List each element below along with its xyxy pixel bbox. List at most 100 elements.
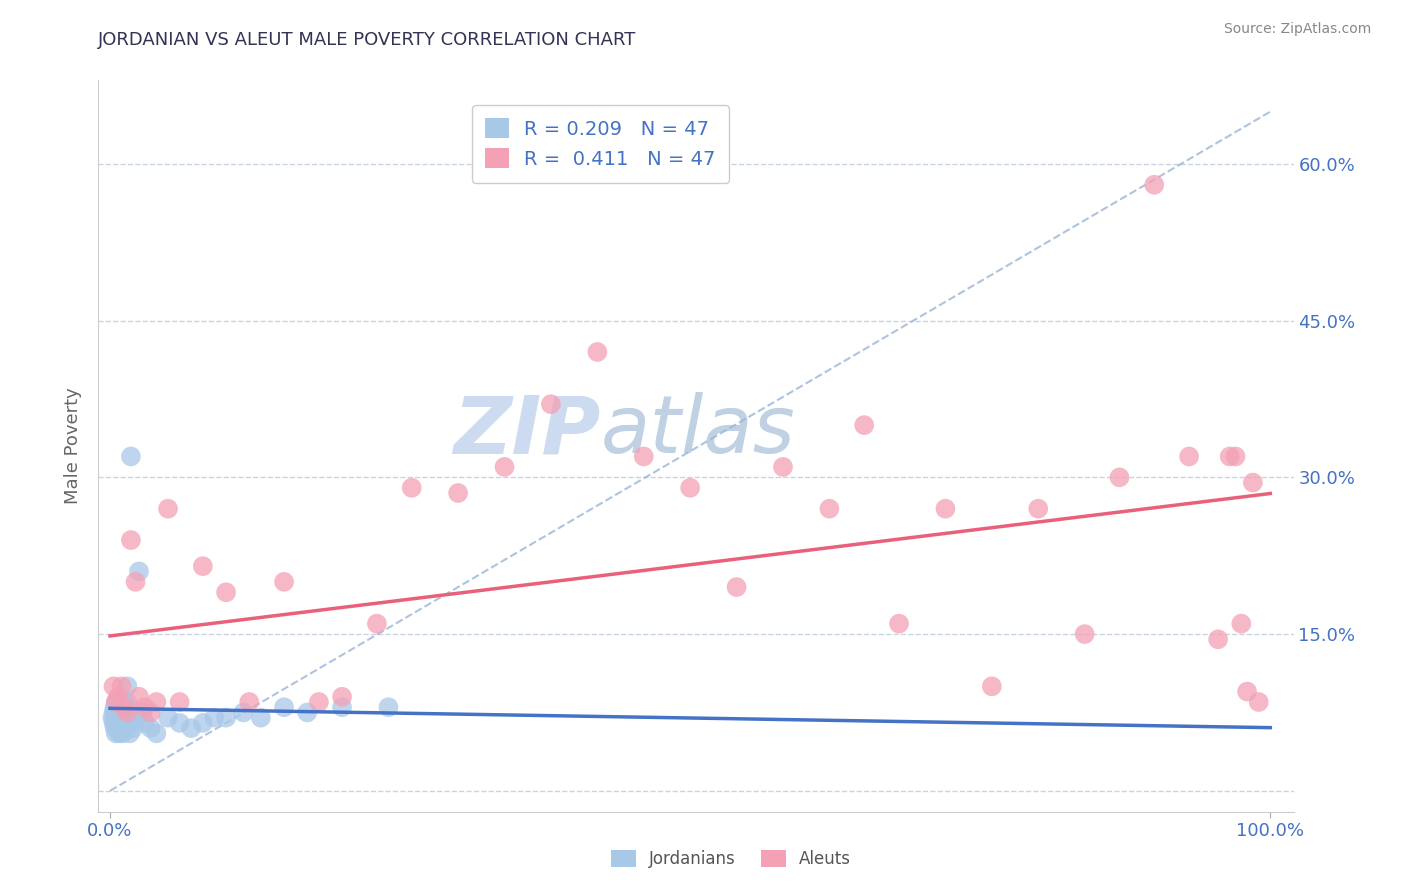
Point xyxy=(111,700,134,714)
Point xyxy=(853,418,876,433)
Point xyxy=(157,711,180,725)
Point xyxy=(772,459,794,474)
Point xyxy=(134,700,156,714)
Point xyxy=(1206,632,1229,647)
Point xyxy=(679,481,702,495)
Point xyxy=(128,565,150,579)
Point xyxy=(103,715,125,730)
Point xyxy=(112,700,135,714)
Point xyxy=(1225,450,1247,464)
Point xyxy=(887,616,910,631)
Point xyxy=(105,715,128,730)
Point xyxy=(104,700,127,714)
Point xyxy=(586,345,609,359)
Point xyxy=(122,721,145,735)
Point xyxy=(180,721,202,735)
Point xyxy=(204,711,226,725)
Point xyxy=(145,695,167,709)
Point xyxy=(107,690,129,704)
Point xyxy=(273,700,295,714)
Point xyxy=(540,397,562,411)
Point xyxy=(134,715,156,730)
Point xyxy=(114,721,136,735)
Point xyxy=(117,679,139,693)
Text: ZIP: ZIP xyxy=(453,392,600,470)
Point xyxy=(104,695,127,709)
Point xyxy=(115,700,138,714)
Point xyxy=(447,486,470,500)
Point xyxy=(297,706,319,720)
Point xyxy=(110,715,132,730)
Point xyxy=(1108,470,1130,484)
Point xyxy=(104,726,127,740)
Point xyxy=(120,533,142,547)
Point xyxy=(111,695,134,709)
Legend: Jordanians, Aleuts: Jordanians, Aleuts xyxy=(605,843,858,875)
Point xyxy=(112,715,135,730)
Point xyxy=(725,580,748,594)
Point xyxy=(103,706,125,720)
Point xyxy=(107,721,129,735)
Point xyxy=(110,706,132,720)
Point xyxy=(1247,695,1270,709)
Point xyxy=(139,706,162,720)
Point xyxy=(124,711,146,725)
Text: atlas: atlas xyxy=(600,392,796,470)
Point xyxy=(1236,684,1258,698)
Point xyxy=(377,700,399,714)
Point xyxy=(238,695,260,709)
Point xyxy=(1073,627,1095,641)
Point xyxy=(934,501,956,516)
Point xyxy=(330,690,353,704)
Point xyxy=(215,585,238,599)
Point xyxy=(980,679,1002,693)
Point xyxy=(191,715,214,730)
Point xyxy=(120,450,142,464)
Point xyxy=(108,711,131,725)
Point xyxy=(105,706,128,720)
Point xyxy=(104,695,127,709)
Point xyxy=(232,706,254,720)
Point xyxy=(107,700,129,714)
Point xyxy=(139,721,162,735)
Point xyxy=(1026,501,1049,516)
Point xyxy=(117,706,139,720)
Point xyxy=(191,559,214,574)
Point xyxy=(118,726,141,740)
Point xyxy=(401,481,423,495)
Point xyxy=(128,690,150,704)
Point xyxy=(494,459,516,474)
Point xyxy=(111,726,134,740)
Point xyxy=(308,695,330,709)
Point xyxy=(1178,450,1201,464)
Point xyxy=(104,721,127,735)
Point xyxy=(112,706,135,720)
Point xyxy=(215,711,238,725)
Point xyxy=(273,574,295,589)
Y-axis label: Male Poverty: Male Poverty xyxy=(65,388,83,504)
Point xyxy=(1230,616,1253,631)
Point xyxy=(111,721,134,735)
Text: JORDANIAN VS ALEUT MALE POVERTY CORRELATION CHART: JORDANIAN VS ALEUT MALE POVERTY CORRELAT… xyxy=(98,31,637,49)
Point xyxy=(1143,178,1166,192)
Point xyxy=(131,706,153,720)
Point xyxy=(1219,450,1241,464)
Point xyxy=(124,574,146,589)
Text: Source: ZipAtlas.com: Source: ZipAtlas.com xyxy=(1223,22,1371,37)
Point xyxy=(818,501,841,516)
Point xyxy=(145,726,167,740)
Point xyxy=(103,679,125,693)
Point xyxy=(111,679,134,693)
Point xyxy=(330,700,353,714)
Point xyxy=(169,695,191,709)
Point xyxy=(101,711,124,725)
Point xyxy=(117,715,139,730)
Legend: R = 0.209   N = 47, R =  0.411   N = 47: R = 0.209 N = 47, R = 0.411 N = 47 xyxy=(471,104,730,183)
Point xyxy=(157,501,180,516)
Point xyxy=(366,616,388,631)
Point xyxy=(169,715,191,730)
Point xyxy=(633,450,655,464)
Point xyxy=(117,695,139,709)
Point xyxy=(108,726,131,740)
Point xyxy=(250,711,273,725)
